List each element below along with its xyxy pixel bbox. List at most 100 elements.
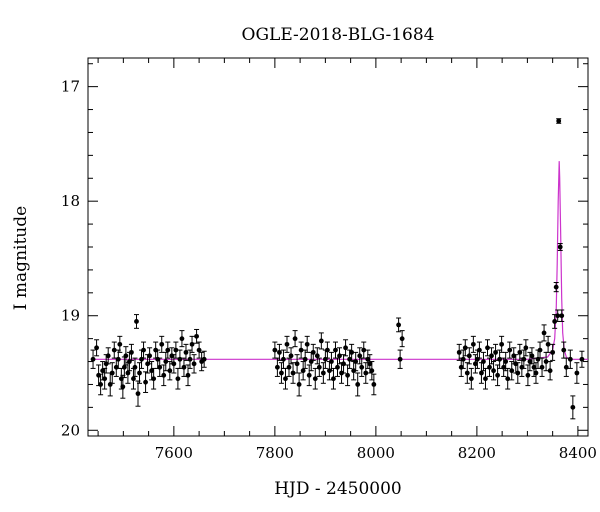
point-marker bbox=[137, 370, 142, 376]
point-marker bbox=[161, 372, 167, 378]
data-point bbox=[557, 243, 563, 251]
point-marker bbox=[462, 345, 468, 351]
y-axis-label: I magnitude bbox=[11, 206, 31, 310]
point-marker bbox=[281, 356, 286, 362]
point-marker bbox=[185, 372, 191, 378]
point-marker bbox=[501, 364, 507, 370]
x-tick-label: 7800 bbox=[256, 444, 294, 462]
data-point bbox=[371, 373, 377, 396]
data-point bbox=[555, 309, 561, 322]
point-marker bbox=[94, 345, 99, 351]
point-marker bbox=[483, 376, 488, 382]
point-marker bbox=[157, 364, 163, 370]
data-point bbox=[201, 350, 207, 368]
point-marker bbox=[196, 347, 202, 353]
point-marker bbox=[300, 368, 306, 374]
point-marker bbox=[367, 361, 373, 367]
point-marker bbox=[468, 376, 474, 382]
data-point bbox=[476, 341, 482, 359]
data-point bbox=[290, 362, 296, 384]
point-marker bbox=[134, 319, 139, 324]
data-point bbox=[343, 339, 349, 357]
point-marker bbox=[109, 370, 115, 376]
data-point bbox=[533, 362, 539, 384]
point-marker bbox=[115, 356, 121, 362]
data-point bbox=[523, 339, 529, 357]
point-marker bbox=[163, 359, 169, 364]
data-point bbox=[529, 347, 535, 365]
point-marker bbox=[397, 356, 403, 362]
data-point bbox=[105, 347, 111, 365]
point-marker bbox=[335, 364, 340, 370]
data-point bbox=[276, 343, 282, 361]
x-tick-label: 8400 bbox=[559, 444, 597, 462]
data-point bbox=[567, 349, 573, 369]
x-tick-label: 8200 bbox=[458, 444, 496, 462]
data-point bbox=[574, 362, 580, 384]
data-point bbox=[324, 341, 330, 359]
point-marker bbox=[499, 341, 505, 347]
data-point bbox=[132, 357, 138, 377]
point-marker bbox=[557, 244, 563, 250]
data-point bbox=[466, 347, 472, 365]
point-marker bbox=[553, 284, 559, 290]
point-marker bbox=[111, 347, 117, 353]
point-marker bbox=[194, 333, 199, 339]
data-point bbox=[272, 341, 278, 359]
point-marker bbox=[117, 341, 123, 347]
point-marker bbox=[359, 364, 365, 370]
point-marker bbox=[361, 347, 367, 353]
point-marker bbox=[316, 364, 322, 370]
point-marker bbox=[129, 349, 134, 355]
data-point bbox=[539, 357, 545, 377]
point-marker bbox=[320, 370, 326, 376]
point-marker bbox=[102, 376, 108, 382]
data-point bbox=[468, 367, 474, 390]
point-marker bbox=[310, 349, 316, 355]
model-curve bbox=[93, 161, 588, 360]
point-marker bbox=[466, 353, 472, 359]
point-marker bbox=[515, 370, 521, 376]
data-point bbox=[482, 367, 488, 390]
point-marker bbox=[331, 376, 336, 382]
data-point bbox=[365, 349, 371, 369]
data-point bbox=[579, 350, 585, 368]
point-marker bbox=[272, 347, 278, 353]
data-point bbox=[341, 354, 347, 374]
data-point bbox=[296, 372, 302, 397]
point-marker bbox=[561, 347, 567, 353]
data-point bbox=[102, 367, 108, 390]
data-point bbox=[128, 343, 134, 361]
point-marker bbox=[175, 376, 181, 382]
data-point bbox=[328, 351, 334, 372]
data-point bbox=[545, 335, 551, 353]
point-marker bbox=[537, 347, 543, 353]
data-point bbox=[330, 367, 336, 390]
point-marker bbox=[547, 368, 553, 374]
point-marker bbox=[567, 356, 573, 362]
point-marker bbox=[550, 349, 556, 355]
point-marker bbox=[399, 336, 405, 342]
point-marker bbox=[523, 345, 529, 351]
point-marker bbox=[189, 341, 195, 347]
chart-title: OGLE-2018-BLG-1684 bbox=[242, 25, 435, 45]
point-marker bbox=[151, 376, 157, 382]
point-marker bbox=[525, 372, 531, 378]
point-marker bbox=[105, 353, 111, 359]
data-point bbox=[294, 354, 300, 374]
point-marker bbox=[555, 313, 561, 319]
point-marker bbox=[131, 376, 136, 382]
point-marker bbox=[165, 347, 171, 353]
data-point bbox=[177, 349, 183, 369]
point-marker bbox=[533, 370, 539, 376]
point-marker bbox=[479, 370, 484, 376]
data-point bbox=[521, 349, 527, 369]
y-tick-label: 17 bbox=[61, 78, 80, 96]
x-tick-label: 8000 bbox=[357, 444, 395, 462]
point-marker bbox=[345, 372, 350, 378]
point-marker bbox=[503, 359, 509, 364]
data-point bbox=[541, 324, 547, 342]
point-marker bbox=[173, 347, 179, 353]
point-marker bbox=[181, 364, 187, 370]
